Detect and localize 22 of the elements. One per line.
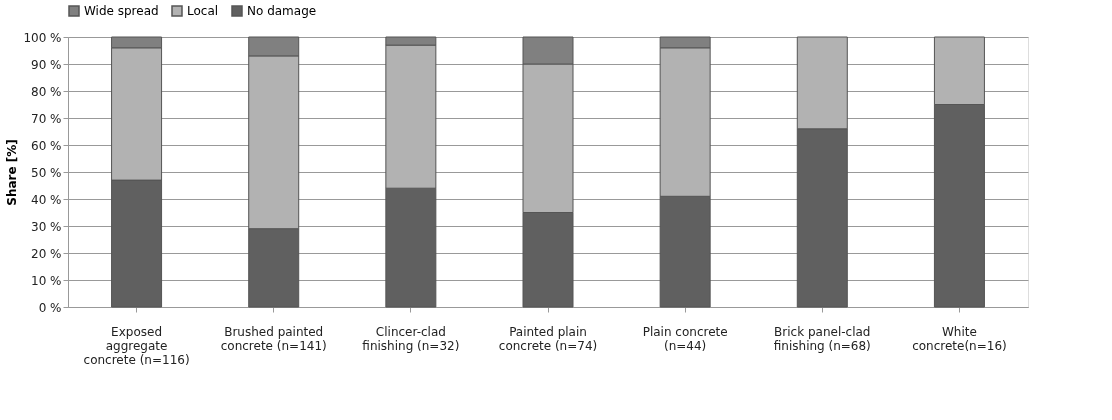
y-tick-label: 60 % (31, 138, 62, 153)
legend-label: Wide spread (84, 4, 159, 18)
x-tick-label: Brick panel-clad finishing (n=68) (773, 324, 871, 353)
y-tick-label: 20 % (31, 246, 62, 261)
x-tick-label: Clincer-clad finishing (n=32) (362, 324, 460, 353)
x-tick-label: Painted plain concrete (n=74) (498, 324, 598, 353)
y-tick-label: 30 % (31, 219, 62, 234)
x-tick-label: Brushed painted concrete (n=141) (220, 324, 327, 353)
y-axis-title: Share [%] (5, 139, 20, 206)
y-tick-label: 0 % (38, 300, 62, 315)
legend-label: Local (187, 4, 219, 18)
x-tick-label: Plain concrete (n=44) (642, 324, 728, 353)
legend-label: No damage (247, 4, 317, 18)
x-tick-label: Exposed aggregate concrete (n=116) (83, 324, 190, 367)
y-tick-label: 10 % (31, 273, 62, 288)
y-tick-label: 70 % (31, 111, 62, 126)
x-tick-label: White concrete(n=16) (912, 324, 1007, 353)
y-tick-label: 50 % (31, 165, 62, 180)
y-tick-label: 40 % (31, 192, 62, 207)
y-tick-label: 80 % (31, 84, 62, 99)
y-tick-label: 90 % (31, 57, 62, 72)
y-tick-label: 100 % (23, 30, 62, 45)
